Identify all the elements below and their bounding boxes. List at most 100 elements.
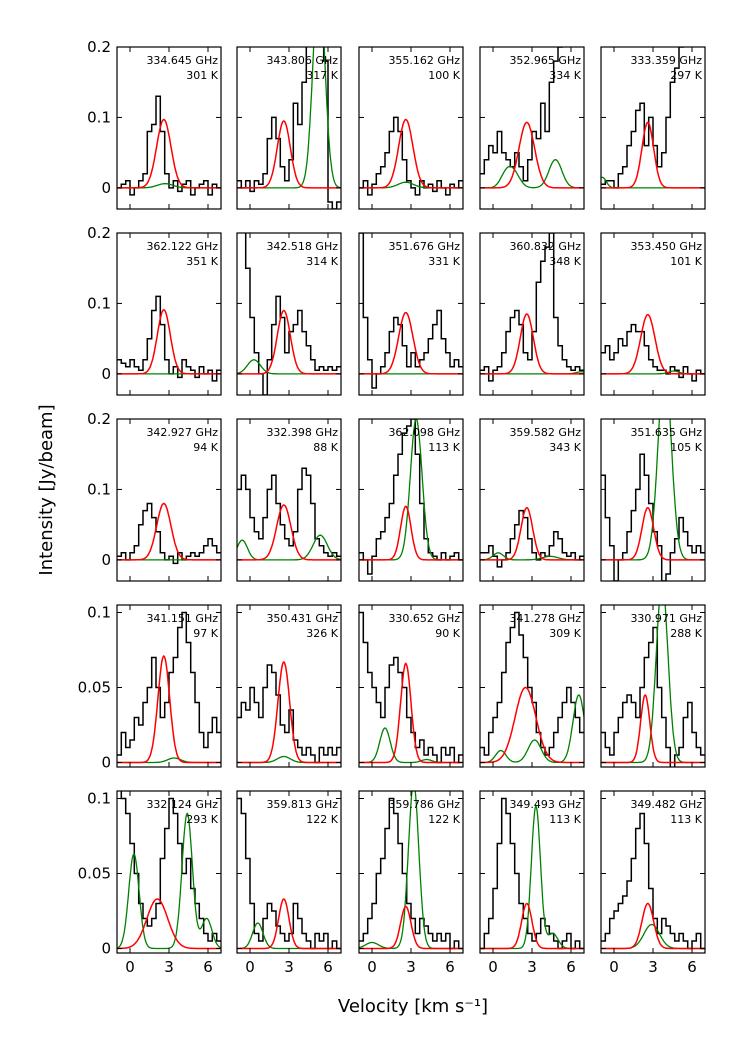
x-tick-label: 3 xyxy=(648,958,658,976)
x-tick-label: 6 xyxy=(323,958,333,976)
frequency-label: 352.965 GHz xyxy=(509,54,581,67)
frequency-label: 359.813 GHz xyxy=(266,798,338,811)
observed-spectrum xyxy=(359,116,463,196)
upper-energy-label: 348 K xyxy=(549,255,581,268)
panel-plot xyxy=(237,660,341,764)
upper-energy-label: 113 K xyxy=(428,441,460,454)
line-model-fit xyxy=(237,504,341,561)
observed-spectrum xyxy=(117,95,221,196)
panel-plot xyxy=(480,797,584,950)
line-model-fit xyxy=(480,121,584,189)
upper-energy-label: 331 K xyxy=(428,255,460,268)
upper-energy-label: 334 K xyxy=(549,69,581,82)
panel-plot xyxy=(480,506,584,568)
frequency-label: 351.676 GHz xyxy=(388,240,460,253)
upper-energy-label: 113 K xyxy=(670,813,702,826)
spectrum-panel: 0 0.1 0.2 334.645 GHz 301 K xyxy=(87,38,222,210)
panel-plot xyxy=(601,419,705,581)
spectrum-panel: 332.398 GHz 88 K xyxy=(236,418,342,582)
spectrum-panel: 352.965 GHz 334 K xyxy=(479,46,585,210)
spectrum-panel: 0 3 6 359.813 GHz 122 K xyxy=(236,790,342,976)
spectrum-panel: 355.162 GHz 100 K xyxy=(358,46,464,210)
panel-plot xyxy=(117,611,221,764)
observed-spectrum xyxy=(117,502,221,565)
y-axis-label: Intensity [Jy/beam] xyxy=(36,404,57,575)
x-tick-label: 0 xyxy=(367,958,377,976)
frequency-label: 341.151 GHz xyxy=(146,612,218,625)
frequency-label: 349.482 GHz xyxy=(630,798,702,811)
y-tick-label: 0.05 xyxy=(78,865,111,883)
spectrum-panel: 353.450 GHz 101 K xyxy=(600,232,706,396)
observed-spectrum xyxy=(480,509,584,568)
y-tick-label: 0 xyxy=(101,179,111,197)
y-tick-label: 0.2 xyxy=(87,410,111,428)
line-model-fit xyxy=(359,905,463,950)
spectrum-panel: 341.278 GHz 309 K xyxy=(479,604,585,768)
upper-energy-label: 88 K xyxy=(313,441,338,454)
x-tick-label: 6 xyxy=(566,958,576,976)
spectrum-panel: 330.971 GHz 288 K xyxy=(600,604,706,768)
y-tick-label: 0.1 xyxy=(87,604,111,622)
panel-plot xyxy=(601,605,705,767)
line-model-fit xyxy=(480,902,584,950)
spectrum-panel: 0 3 6 349.482 GHz 113 K xyxy=(600,790,706,976)
line-model-fit xyxy=(117,654,221,764)
other-species-model xyxy=(237,755,341,764)
y-tick-label: 0.1 xyxy=(87,294,111,312)
frequency-label: 330.971 GHz xyxy=(630,612,702,625)
frequency-label: 350.431 GHz xyxy=(266,612,338,625)
spectrum-panel: 0 3 6 0 0.05 0.1 332.124 GHz 293 K xyxy=(78,790,222,976)
spectrum-panel: 342.518 GHz 314 K xyxy=(236,232,342,396)
panel-plot xyxy=(480,233,584,382)
other-species-model xyxy=(237,359,341,375)
observed-spectrum xyxy=(601,626,705,767)
x-tick-label: 0 xyxy=(609,958,619,976)
observed-spectrum xyxy=(237,47,341,209)
panel-plot xyxy=(117,502,221,565)
line-model-fit xyxy=(601,506,705,561)
x-tick-label: 3 xyxy=(164,958,174,976)
spectrum-panel: 330.652 GHz 90 K xyxy=(358,604,464,768)
observed-spectrum xyxy=(601,47,685,189)
observed-spectrum xyxy=(601,323,705,382)
spectrum-panel: 362.098 GHz 113 K xyxy=(358,418,464,582)
other-species-model xyxy=(237,534,341,561)
frequency-label: 332.124 GHz xyxy=(146,798,218,811)
line-model-fit xyxy=(601,693,705,764)
line-model-fit xyxy=(601,121,705,189)
frequency-label: 334.645 GHz xyxy=(146,54,218,67)
panel-plot xyxy=(601,812,705,950)
line-model-fit xyxy=(117,118,221,189)
spectrum-panel: 0 3 6 349.493 GHz 113 K xyxy=(479,790,585,976)
line-model-fit xyxy=(480,686,584,764)
y-tick-label: 0.05 xyxy=(78,679,111,697)
x-tick-label: 0 xyxy=(125,958,135,976)
y-tick-label: 0.1 xyxy=(87,480,111,498)
panel-plot xyxy=(237,233,341,395)
other-species-model xyxy=(601,923,705,950)
upper-energy-label: 317 K xyxy=(306,69,338,82)
y-tick-label: 0.1 xyxy=(87,108,111,126)
upper-energy-label: 94 K xyxy=(193,441,218,454)
upper-energy-label: 297 K xyxy=(670,69,702,82)
frequency-label: 349.493 GHz xyxy=(509,798,581,811)
observed-spectrum xyxy=(359,797,463,950)
upper-energy-label: 100 K xyxy=(428,69,460,82)
frequency-label: 342.927 GHz xyxy=(146,426,218,439)
panel-plot xyxy=(237,467,341,561)
upper-energy-label: 101 K xyxy=(670,255,702,268)
panel-plot xyxy=(117,295,221,382)
spectrum-panel: 350.431 GHz 326 K xyxy=(236,604,342,768)
x-tick-label: 0 xyxy=(488,958,498,976)
frequency-label: 342.518 GHz xyxy=(266,240,338,253)
other-species-model xyxy=(601,176,705,189)
spectrum-panel: 0 0.05 0.1 341.151 GHz 97 K xyxy=(78,604,222,772)
upper-energy-label: 309 K xyxy=(549,627,581,640)
x-tick-label: 3 xyxy=(284,958,294,976)
spectrum-panel: 0 0.1 0.2 362.122 GHz 351 K xyxy=(87,224,222,396)
x-tick-label: 6 xyxy=(687,958,697,976)
other-species-model xyxy=(480,159,584,189)
x-tick-label: 0 xyxy=(245,958,255,976)
